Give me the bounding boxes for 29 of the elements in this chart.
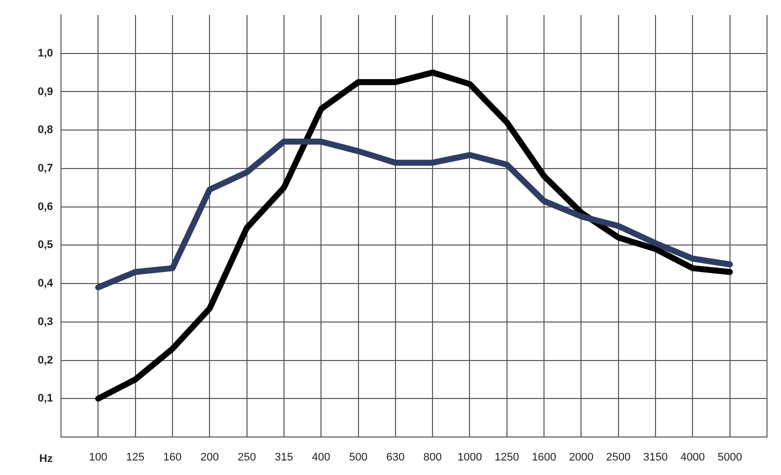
y-tick-label: 0,6 (38, 200, 53, 213)
x-tick-label: 250 (238, 452, 256, 464)
x-tick-label: 800 (423, 452, 442, 464)
x-tick-label: 630 (386, 452, 405, 464)
x-tick-label: 200 (200, 452, 219, 464)
y-tick-label: 0,2 (38, 354, 53, 366)
x-tick-label: 400 (312, 452, 330, 464)
x-tick-label: 500 (349, 452, 368, 464)
x-axis-title: Hz (39, 453, 54, 466)
x-tick-label: 160 (163, 452, 182, 464)
x-tick-label: 1600 (532, 452, 556, 464)
x-tick-label: 100 (88, 452, 108, 464)
x-tick-label: 1000 (457, 452, 482, 464)
x-tick-label: 4000 (680, 452, 705, 464)
y-tick-label: 0,8 (38, 124, 53, 136)
y-tick-label: 0,5 (38, 239, 53, 252)
x-tick-label: 125 (126, 452, 144, 464)
y-tick-label: 0,9 (38, 86, 53, 98)
x-tick-label: 3150 (643, 452, 668, 464)
x-tick-label: 315 (274, 452, 294, 464)
y-tick-label: 0,7 (38, 162, 53, 174)
y-tick-label: 0,1 (38, 392, 53, 405)
y-tick-label: 0,3 (38, 316, 53, 328)
x-tick-label: 1250 (494, 452, 520, 464)
x-tick-label: 2000 (568, 452, 594, 464)
x-tick-label: 5000 (718, 452, 742, 464)
x-tick-label: 2500 (606, 452, 631, 464)
y-tick-label: 0,4 (38, 278, 54, 290)
y-tick-label: 1,0 (38, 47, 53, 60)
